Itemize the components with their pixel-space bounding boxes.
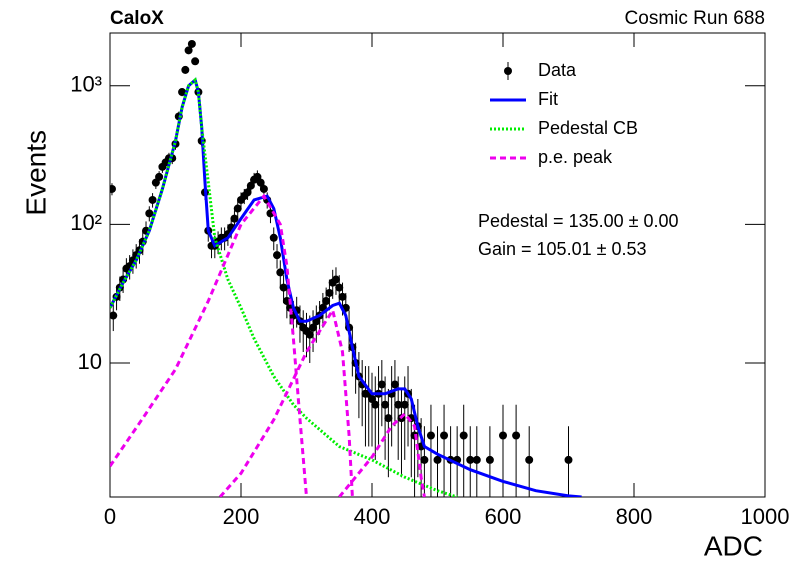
legend-label: Pedestal CB xyxy=(538,118,638,138)
data-point xyxy=(512,431,521,440)
data-point xyxy=(371,400,380,409)
data-point xyxy=(230,214,239,223)
data-point xyxy=(259,184,268,193)
x-tick-label: 800 xyxy=(616,504,653,529)
x-axis-label: ADC xyxy=(704,530,763,561)
data-point xyxy=(426,431,435,440)
legend-symbol xyxy=(504,67,512,75)
data-point xyxy=(273,251,282,260)
data-point xyxy=(400,400,409,409)
x-tick-label: 200 xyxy=(223,504,260,529)
data-point xyxy=(155,172,164,181)
data-point xyxy=(325,288,334,297)
y-tick-label: 10³ xyxy=(70,72,102,97)
chart-title: CaloX xyxy=(110,8,164,29)
plot-area xyxy=(110,39,582,497)
legend-label: Data xyxy=(538,60,577,80)
annotation: Pedestal = 135.00 ± 0.00 xyxy=(478,211,679,231)
y-tick-label: 10² xyxy=(70,210,102,235)
y-axis-label: Events xyxy=(20,130,51,216)
data-point xyxy=(322,296,331,305)
data-point xyxy=(110,184,116,193)
curve xyxy=(110,77,458,497)
data-point xyxy=(485,455,494,464)
annotation: Gain = 105.01 ± 0.53 xyxy=(478,239,647,259)
data-point xyxy=(390,380,399,389)
data-point xyxy=(191,57,200,66)
data-point xyxy=(384,414,393,423)
data-point xyxy=(243,188,252,197)
data-point xyxy=(256,178,265,187)
data-point xyxy=(433,455,442,464)
data-point xyxy=(440,431,449,440)
data-point xyxy=(269,233,278,242)
x-tick-label: 0 xyxy=(104,504,116,529)
data-point xyxy=(246,181,255,190)
data-point xyxy=(187,39,196,48)
data-point xyxy=(276,268,285,277)
data-point xyxy=(305,330,314,339)
data-point xyxy=(266,209,275,218)
data-point xyxy=(184,46,193,55)
data-point xyxy=(472,455,481,464)
data-point xyxy=(338,292,347,301)
curve xyxy=(110,77,582,497)
data-point xyxy=(335,283,344,292)
legend-label: Fit xyxy=(538,89,558,109)
data-point xyxy=(181,65,190,74)
data-point xyxy=(178,88,187,97)
data-point xyxy=(394,400,403,409)
curve xyxy=(110,193,426,497)
y-tick-label: 10 xyxy=(78,349,102,374)
data-point xyxy=(459,431,468,440)
data-point xyxy=(145,209,154,218)
data-point xyxy=(309,323,318,332)
data-point xyxy=(377,380,386,389)
x-tick-label: 600 xyxy=(485,504,522,529)
x-tick-label: 400 xyxy=(354,504,391,529)
data-point xyxy=(233,204,242,213)
legend-label: p.e. peak xyxy=(538,147,613,167)
data-point xyxy=(110,311,118,320)
data-point xyxy=(499,431,507,440)
data-point xyxy=(525,455,534,464)
data-point xyxy=(564,455,573,464)
chart-subtitle: Cosmic Run 688 xyxy=(625,8,765,29)
data-point xyxy=(148,195,157,204)
data-point xyxy=(279,283,288,292)
data-point xyxy=(381,400,390,409)
data-point xyxy=(331,275,340,284)
x-tick-label: 1000 xyxy=(741,504,790,529)
data-point xyxy=(466,455,475,464)
data-point xyxy=(420,455,429,464)
